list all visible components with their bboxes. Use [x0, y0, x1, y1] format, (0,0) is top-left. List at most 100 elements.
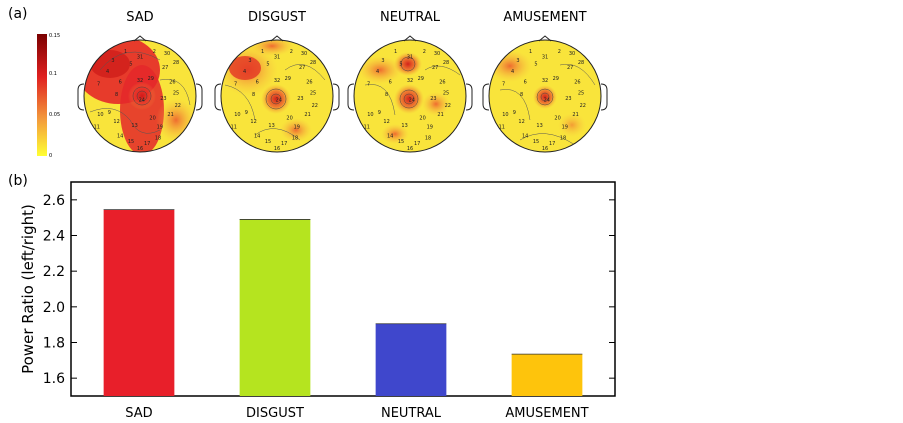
x-tick-label: NEUTRAL [381, 406, 442, 421]
electrode-label: 9 [513, 110, 516, 116]
electrode-label: 17 [281, 141, 287, 147]
electrode-label: 16 [137, 146, 143, 152]
electrode-label: 13 [536, 123, 542, 129]
electrode-label: 18 [560, 135, 566, 141]
electrode-label: 24 [409, 98, 415, 104]
topomap-neutral: NEUTRAL 1 2345678910111213141516171819202… [347, 10, 473, 153]
electrode-label: 26 [439, 80, 445, 86]
electrode-label: 15 [398, 139, 404, 145]
nose [538, 35, 552, 42]
ear-left [214, 83, 222, 111]
electrode-label: 17 [144, 141, 150, 147]
bar-neutral [375, 323, 447, 396]
x-tick-label: DISGUST [246, 406, 304, 421]
electrode-label: 11 [364, 125, 370, 131]
electrode-label: 11 [94, 125, 100, 131]
electrode-label: 27 [432, 65, 438, 71]
y-tick-label: 2.0 [43, 300, 65, 316]
topomap-title: SAD [126, 10, 153, 25]
electrode-label: 32 [137, 78, 143, 84]
electrode-label: 29 [148, 76, 154, 82]
electrode-label: 2 [153, 49, 156, 55]
topomap-disgust: DISGUST 1 2345678910111213141516171819202… [214, 10, 340, 153]
electrode-label: 25 [310, 90, 316, 96]
electrode-label: 15 [128, 139, 134, 145]
y-tick-label: 2.4 [43, 229, 65, 245]
electrode-label: 10 [97, 112, 103, 118]
y-tick-label: 1.8 [43, 336, 65, 352]
x-tick-label: AMUSEMENT [505, 406, 588, 421]
electrode-label: 17 [549, 141, 555, 147]
ear-left [77, 83, 85, 111]
electrode-label: 8 [385, 92, 388, 98]
electrode-label: 12 [518, 119, 524, 125]
electrode-label: 13 [268, 123, 274, 129]
electrode-label: 7 [234, 81, 237, 87]
electrode-label: 7 [367, 81, 370, 87]
ear-right [600, 83, 608, 111]
panel-a-label: (a) [8, 6, 28, 22]
electrode-label: 28 [578, 60, 584, 66]
electrode-label: 4 [106, 69, 109, 75]
electrode-label: 14 [254, 134, 260, 140]
electrode-label: 23 [297, 96, 303, 102]
colorbar-tick-label: 0.15 [49, 33, 60, 39]
electrode-label: 19 [562, 125, 568, 131]
bar-chart: 1.6 1.8 2.0 2.2 2.4 2.6 SAD DISGUST NEUTRAL AMUS… [19, 181, 616, 421]
electrode-label: 26 [306, 80, 312, 86]
y-tick-label: 1.6 [43, 371, 65, 387]
y-tick-label: 2.6 [43, 193, 65, 209]
electrode-label: 32 [274, 78, 280, 84]
ear-left [482, 83, 490, 111]
electrode-label: 22 [312, 103, 318, 109]
electrode-label: 9 [108, 110, 111, 116]
colorbar-tick-label: 0.05 [49, 112, 60, 118]
electrode-label: 22 [580, 103, 586, 109]
head-outline [220, 39, 334, 153]
electrode-label: 20 [419, 116, 425, 122]
electrode-label: 28 [310, 60, 316, 66]
electrode-label: 21 [572, 112, 578, 118]
electrode-label: 15 [533, 139, 539, 145]
electrode-label: 27 [299, 65, 305, 71]
electrode-label: 22 [175, 103, 181, 109]
electrode-label: 12 [383, 119, 389, 125]
electrode-label: 4 [243, 69, 246, 75]
electrode-label: 18 [292, 135, 298, 141]
electrode-label: 31 [542, 54, 548, 60]
electrode-label: 3 [111, 58, 114, 64]
topomap-title: AMUSEMENT [503, 10, 586, 25]
head-outline [353, 39, 467, 153]
electrode-label: 23 [565, 96, 571, 102]
electrode-label: 5 [129, 62, 132, 68]
electrode-label: 27 [162, 65, 168, 71]
electrode-label: 30 [434, 51, 440, 57]
electrode-label: 30 [569, 51, 575, 57]
electrode-label: 6 [524, 80, 527, 86]
topomap-title: NEUTRAL [380, 10, 441, 25]
electrode-label: 32 [542, 78, 548, 84]
electrode-label: 25 [173, 90, 179, 96]
electrode-label: 7 [97, 81, 100, 87]
electrode-label: 21 [437, 112, 443, 118]
electrode-label: 6 [119, 80, 122, 86]
electrode-label: 14 [387, 134, 393, 140]
ear-right [465, 83, 473, 111]
electrode-label: 9 [378, 110, 381, 116]
electrode-label: 13 [131, 123, 137, 129]
electrode-label: 20 [554, 116, 560, 122]
electrode-label: 1 [124, 49, 127, 55]
ear-right [195, 83, 203, 111]
electrode-label: 8 [252, 92, 255, 98]
electrode-label: 27 [567, 65, 573, 71]
electrode-label: 20 [149, 116, 155, 122]
head-outline [83, 39, 197, 153]
panel-b-label: (b) [8, 173, 28, 189]
electrode-label: 26 [574, 80, 580, 86]
electrode-label: 18 [425, 135, 431, 141]
electrode-label: 4 [511, 69, 514, 75]
bar-disgust [239, 219, 311, 396]
head-outline [488, 39, 602, 153]
electrode-label: 31 [407, 54, 413, 60]
colorbar-tick-label: 0 [49, 153, 52, 159]
